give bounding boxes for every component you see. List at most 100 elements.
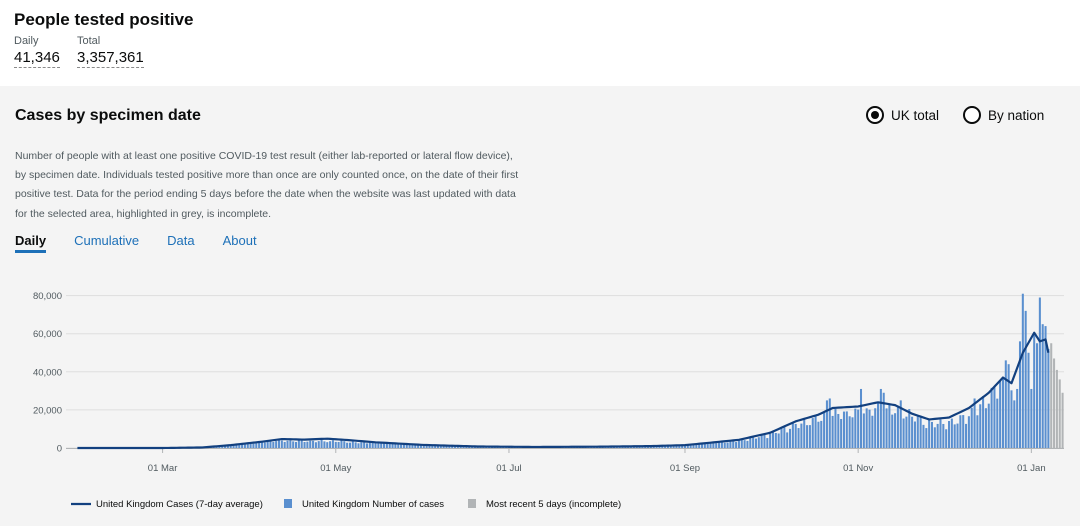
bar-daily-cases (1036, 343, 1039, 448)
x-tick-label: 01 Nov (843, 463, 873, 474)
bar-daily-cases (703, 442, 706, 448)
daily-headline[interactable]: Daily 41,346 (14, 35, 60, 68)
y-tick-label: 0 (57, 444, 62, 455)
bar-daily-cases (831, 415, 834, 448)
bar-daily-cases (987, 403, 990, 448)
bar-daily-cases (1041, 324, 1044, 448)
bar-daily-cases (999, 381, 1002, 448)
bar-daily-cases (272, 441, 275, 448)
bar-daily-cases (700, 443, 704, 448)
bar-daily-cases (817, 421, 820, 448)
bar-daily-cases (297, 440, 300, 448)
bar-daily-cases (848, 416, 851, 448)
bar-daily-cases (241, 443, 244, 448)
bar-incomplete (1061, 392, 1064, 448)
tab-data[interactable]: Data (167, 233, 195, 248)
by-nation-label[interactable]: By nation (988, 107, 1045, 123)
bar-daily-cases (374, 442, 377, 448)
bar-daily-cases (808, 425, 811, 448)
description-line: by specimen date. Individuals tested pos… (15, 169, 519, 182)
bar-daily-cases (422, 444, 425, 448)
bar-daily-cases (229, 444, 232, 448)
bar-daily-cases (729, 440, 732, 448)
bar-daily-cases (683, 444, 687, 448)
x-tick-label: 01 Jan (1017, 463, 1046, 474)
bar-daily-cases (232, 444, 235, 448)
bar-daily-cases (246, 442, 249, 448)
bar-daily-cases (911, 416, 914, 448)
bar-daily-cases (408, 444, 411, 448)
bar-daily-cases (371, 442, 374, 448)
bar-daily-cases (984, 408, 987, 448)
bar-daily-cases (837, 413, 840, 448)
daily-value[interactable]: 41,346 (14, 49, 60, 68)
bar-daily-cases (842, 411, 845, 448)
bar-daily-cases (752, 436, 755, 448)
bar-daily-cases (1030, 388, 1033, 448)
bar-daily-cases (383, 443, 386, 448)
bar-daily-cases (317, 441, 320, 448)
bar-daily-cases (720, 441, 723, 448)
bar-daily-cases (280, 440, 283, 448)
bar-daily-cases (1044, 326, 1047, 448)
bar-daily-cases (263, 442, 266, 448)
tab-about[interactable]: About (222, 233, 257, 248)
bar-incomplete (1058, 379, 1061, 448)
total-headline[interactable]: Total 3,357,361 (77, 35, 144, 68)
legend-incomplete: Most recent 5 days (incomplete) (486, 499, 621, 510)
bar-daily-cases (840, 418, 843, 448)
bar-daily-cases (791, 422, 794, 448)
tab-daily[interactable]: Daily (15, 233, 47, 253)
bar-daily-cases (953, 424, 956, 448)
bar-daily-cases (834, 408, 837, 448)
bar-daily-cases (797, 428, 800, 448)
description-line: Number of people with at least one posit… (15, 150, 513, 162)
bar-daily-cases (312, 440, 315, 448)
bar-daily-cases (780, 428, 783, 448)
bar-daily-cases (363, 442, 366, 448)
bar-daily-cases (669, 445, 672, 448)
bar-daily-cases (874, 408, 877, 448)
bar-daily-cases (828, 398, 831, 448)
bar-daily-cases (235, 444, 238, 448)
bar-incomplete (1055, 369, 1058, 448)
bar-daily-cases (947, 421, 951, 448)
summary-header: People tested positive Daily 41,346 Tota… (0, 0, 1080, 86)
series-line-7day-average (77, 331, 1050, 450)
bar-daily-cases (340, 440, 343, 448)
x-tick-label: 01 May (320, 463, 351, 474)
radio-unselected-icon[interactable] (963, 106, 981, 124)
bar-daily-cases (760, 433, 763, 448)
uk-total-radio[interactable]: UK total (866, 106, 939, 124)
radio-selected-icon[interactable] (866, 106, 884, 124)
cases-chart[interactable]: 0 20,000 40,000 60,000 80,000 01 Mar 01 May 01… (0, 86, 1080, 526)
total-value[interactable]: 3,357,361 (77, 49, 144, 68)
bar-daily-cases (255, 442, 258, 448)
bar-daily-cases (1021, 293, 1024, 448)
bar-daily-cases (740, 438, 743, 448)
page-title: People tested positive (14, 10, 194, 29)
bar-daily-cases (675, 445, 678, 448)
bar-daily-cases (695, 443, 698, 448)
chart-description: Number of people with at least one posit… (15, 147, 545, 224)
bar-daily-cases (789, 428, 792, 448)
tab-cumulative[interactable]: Cumulative (74, 233, 140, 248)
bar-daily-cases (970, 407, 973, 448)
bar-daily-cases (746, 440, 749, 448)
by-nation-radio[interactable]: By nation (963, 106, 1044, 124)
card-title: Cases by specimen date (15, 107, 201, 124)
bar-daily-cases (692, 444, 695, 448)
bar-daily-cases (224, 445, 227, 448)
bar-daily-cases (786, 432, 789, 448)
bar-daily-cases (800, 423, 803, 448)
uk-total-label[interactable]: UK total (891, 107, 940, 123)
bar-daily-cases (357, 443, 360, 448)
bar-daily-cases (1024, 310, 1027, 448)
bar-daily-cases (275, 441, 278, 448)
bar-daily-cases (916, 416, 919, 448)
bar-daily-cases (973, 398, 976, 448)
bar-daily-cases (252, 443, 255, 448)
bar-daily-cases (681, 445, 684, 448)
bar-daily-cases (950, 418, 953, 448)
legend-incomplete-swatch (468, 499, 476, 508)
